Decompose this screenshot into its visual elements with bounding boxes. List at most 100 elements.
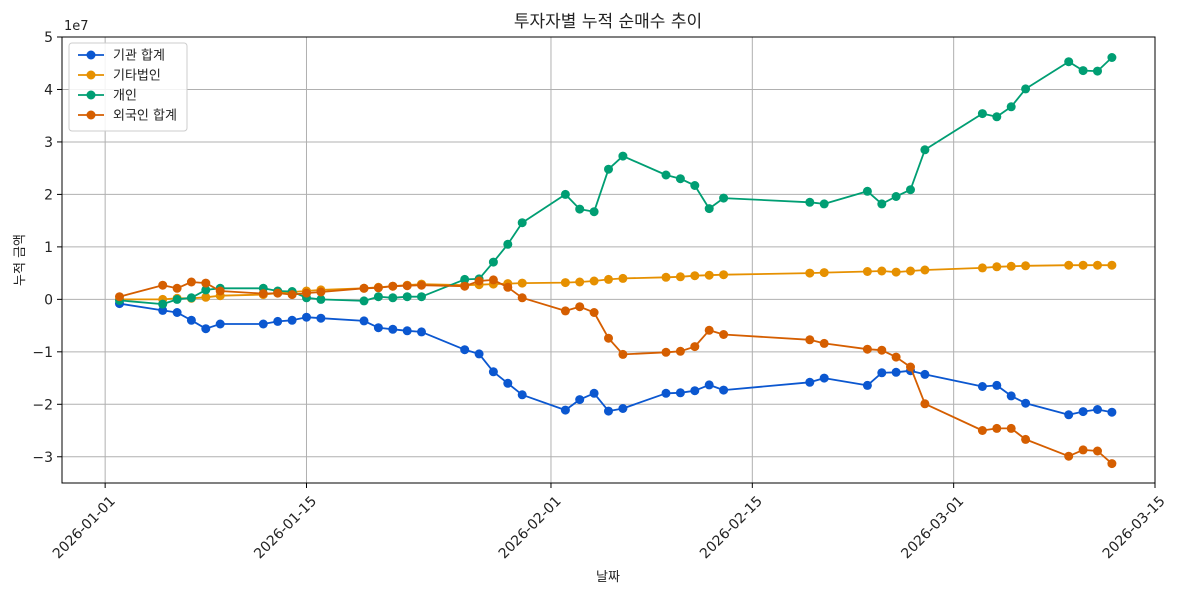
y-tick-label: −1 bbox=[32, 345, 53, 361]
data-point bbox=[1064, 410, 1074, 420]
data-point bbox=[201, 278, 211, 288]
data-point bbox=[1093, 260, 1102, 270]
x-tick-label: 2026-01-15 bbox=[251, 493, 320, 562]
data-point bbox=[805, 197, 815, 207]
y-offset-label: 1e7 bbox=[64, 19, 89, 34]
data-point bbox=[273, 316, 283, 326]
data-point bbox=[359, 316, 369, 326]
data-point bbox=[920, 265, 930, 275]
data-point bbox=[977, 109, 987, 119]
data-point bbox=[1107, 407, 1117, 417]
data-point bbox=[1078, 407, 1088, 417]
data-point bbox=[488, 275, 498, 285]
data-point bbox=[316, 294, 326, 304]
data-point bbox=[819, 338, 829, 348]
data-point bbox=[877, 345, 887, 355]
y-tick-label: 4 bbox=[44, 82, 53, 98]
y-tick-label: 2 bbox=[44, 187, 53, 203]
data-point bbox=[618, 273, 628, 283]
data-point bbox=[704, 325, 714, 335]
data-point bbox=[503, 378, 513, 388]
data-point bbox=[719, 330, 729, 339]
data-point bbox=[560, 405, 570, 415]
data-point bbox=[589, 276, 599, 286]
data-point bbox=[402, 326, 412, 336]
data-point bbox=[316, 313, 326, 323]
data-point bbox=[920, 399, 930, 409]
data-point bbox=[402, 292, 412, 302]
data-point bbox=[1021, 398, 1031, 408]
y-tick-label: −2 bbox=[32, 397, 53, 413]
data-point bbox=[805, 268, 815, 278]
legend-swatch-marker bbox=[86, 70, 96, 80]
data-point bbox=[172, 308, 182, 317]
data-point bbox=[201, 292, 211, 302]
data-point bbox=[977, 382, 987, 391]
legend-item: 기타법인 bbox=[78, 69, 161, 84]
data-point bbox=[575, 277, 585, 287]
data-point bbox=[258, 289, 268, 299]
data-point bbox=[517, 293, 527, 303]
grid-layer bbox=[62, 36, 1156, 483]
data-point bbox=[1064, 451, 1074, 461]
data-point bbox=[862, 344, 872, 354]
data-point bbox=[977, 426, 987, 435]
series-line bbox=[119, 264, 1112, 301]
data-point bbox=[1064, 57, 1074, 67]
data-point bbox=[704, 380, 714, 390]
data-point bbox=[488, 257, 498, 267]
data-point bbox=[115, 292, 124, 302]
data-point bbox=[474, 276, 484, 286]
data-point bbox=[158, 299, 168, 309]
legend-item: 개인 bbox=[78, 89, 137, 104]
data-point bbox=[891, 367, 901, 377]
data-point bbox=[690, 271, 700, 281]
data-point bbox=[1021, 261, 1031, 271]
data-point bbox=[158, 305, 168, 315]
data-point bbox=[1006, 391, 1016, 401]
data-point bbox=[1093, 405, 1102, 414]
data-point bbox=[287, 290, 297, 300]
data-point bbox=[862, 186, 872, 196]
data-point bbox=[488, 367, 498, 377]
legend-item: 외국인 합계 bbox=[78, 109, 177, 124]
data-point bbox=[1078, 445, 1088, 455]
data-point bbox=[1006, 261, 1016, 271]
data-point bbox=[589, 388, 599, 398]
data-point bbox=[675, 174, 685, 184]
data-point bbox=[302, 288, 311, 298]
data-point bbox=[604, 164, 613, 174]
legend-item: 기관 합계 bbox=[78, 49, 165, 64]
data-point bbox=[661, 388, 671, 398]
data-point bbox=[704, 204, 714, 214]
x-tick-label: 2026-03-01 bbox=[898, 493, 967, 562]
data-point bbox=[661, 272, 671, 282]
data-point bbox=[417, 292, 426, 302]
data-point bbox=[877, 368, 887, 378]
y-tick-label: 3 bbox=[44, 135, 53, 151]
data-point bbox=[661, 170, 671, 180]
data-point bbox=[1078, 260, 1088, 270]
legend-label: 기관 합계 bbox=[113, 49, 165, 64]
data-point bbox=[618, 349, 628, 359]
y-tick-label: −3 bbox=[32, 450, 53, 466]
x-tick-label: 2026-02-01 bbox=[496, 493, 565, 562]
data-point bbox=[675, 272, 685, 282]
series-line bbox=[119, 56, 1113, 306]
data-point bbox=[373, 323, 383, 333]
data-point bbox=[201, 285, 211, 295]
legend-label: 기타법인 bbox=[113, 69, 161, 84]
data-point bbox=[992, 423, 1002, 433]
series-line bbox=[119, 278, 1113, 465]
series-2 bbox=[115, 53, 1117, 309]
x-tick-label: 2026-02-15 bbox=[697, 493, 766, 562]
series-line bbox=[119, 302, 1113, 416]
data-point bbox=[589, 207, 599, 217]
data-point bbox=[877, 199, 887, 209]
data-point bbox=[992, 112, 1002, 122]
data-point bbox=[906, 185, 915, 195]
data-point bbox=[186, 277, 196, 287]
